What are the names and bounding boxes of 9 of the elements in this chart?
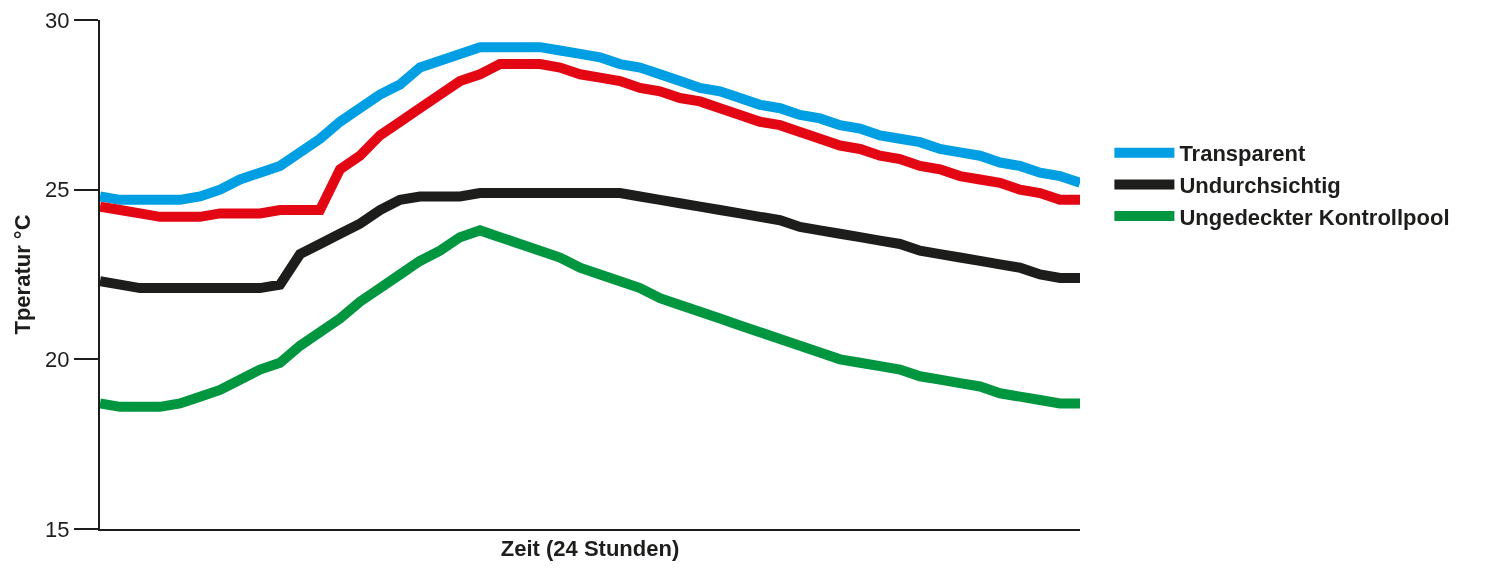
y-tick-label: 30 bbox=[45, 7, 70, 33]
x-axis-title: Zeit (24 Stunden) bbox=[500, 535, 680, 561]
legend-label: Undurchsichtig bbox=[1179, 172, 1341, 198]
legend-label: Transparent bbox=[1179, 141, 1306, 167]
y-tick-label: 20 bbox=[45, 347, 70, 373]
y-tick-label: 15 bbox=[45, 516, 70, 542]
legend-label: Ungedeckter Kontrollpool bbox=[1179, 204, 1450, 230]
y-tick-label: 25 bbox=[45, 177, 70, 203]
y-axis-title: Tperatur °C bbox=[10, 214, 36, 335]
